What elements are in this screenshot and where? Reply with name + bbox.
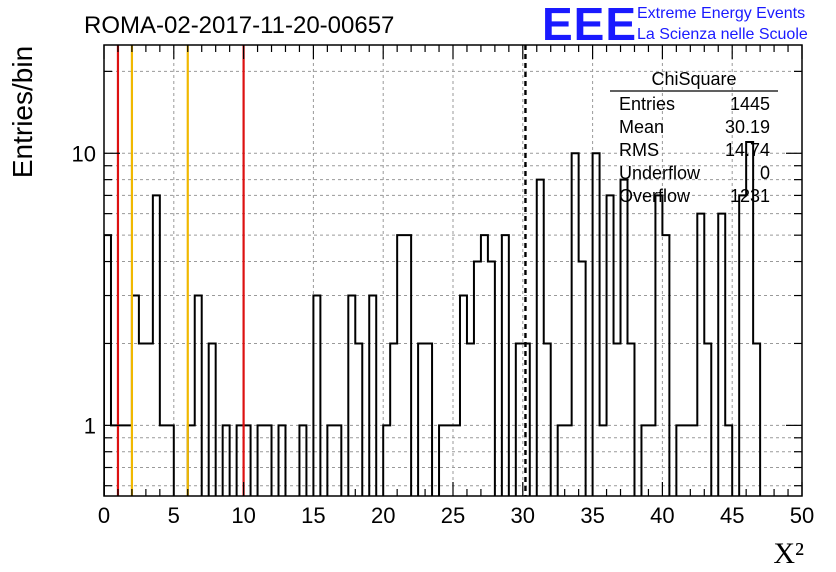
x-tick-label: 10 [231, 503, 255, 528]
x-tick-label: 15 [301, 503, 325, 528]
logo-eee-text: EEE [542, 0, 637, 50]
x-tick-label: 20 [371, 503, 395, 528]
x-tick-label: 25 [441, 503, 465, 528]
histogram-group [104, 141, 762, 496]
x-tick-label: 35 [580, 503, 604, 528]
grid [104, 45, 802, 496]
stats-value-overflow: 1231 [730, 186, 770, 206]
y-tick-label: 1 [84, 413, 96, 438]
stats-label-entries: Entries [619, 94, 675, 114]
eee-logo: EEE Extreme Energy Events La Scienza nel… [542, 0, 808, 50]
y-axis-label: Entries/bin [7, 46, 38, 178]
histogram-layer [104, 141, 762, 496]
reference-lines [116, 45, 527, 496]
chart-title: ROMA-02-2017-11-20-00657 [84, 12, 394, 39]
histogram-series [104, 141, 762, 496]
x-tick-label: 0 [98, 503, 110, 528]
x-tick-label: 40 [650, 503, 674, 528]
y-tick-label: 10 [72, 141, 96, 166]
axes: 0 5 10 15 20 25 30 35 40 45 50 1 10 [72, 44, 814, 528]
stats-value-mean: 30.19 [725, 117, 770, 137]
stats-value-rms: 14.74 [725, 140, 770, 160]
x-tick-label: 50 [790, 503, 814, 528]
x-tick-label: 30 [511, 503, 535, 528]
stats-value-underflow: 0 [760, 163, 770, 183]
stats-label-underflow: Underflow [619, 163, 701, 183]
x-axis-label: X² [773, 537, 804, 570]
x-tick-label: 45 [720, 503, 744, 528]
stats-value-entries: 1445 [730, 94, 770, 114]
x-tick-label: 5 [168, 503, 180, 528]
stats-label-mean: Mean [619, 117, 664, 137]
stats-box: ChiSquare Entries 1445 Mean 30.19 RMS 14… [610, 69, 778, 206]
stats-label-rms: RMS [619, 140, 659, 160]
logo-line2: La Scienza nelle Scuole [637, 26, 808, 43]
logo-line1: Extreme Energy Events [637, 5, 805, 22]
stats-title: ChiSquare [651, 69, 736, 89]
stats-label-overflow: Overflow [619, 186, 691, 206]
